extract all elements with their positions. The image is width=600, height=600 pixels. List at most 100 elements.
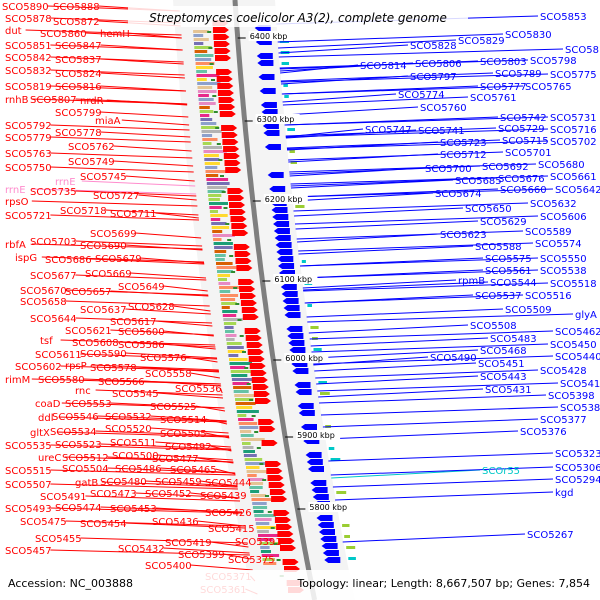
left-gene-label: SCO5492 <box>165 442 212 453</box>
misc-feature-tick <box>287 128 295 131</box>
feature-tick <box>236 410 259 413</box>
forward-gene-arrow <box>252 384 269 390</box>
forward-gene-arrow <box>267 475 284 481</box>
right-leader-line <box>319 394 547 404</box>
left-gene-label: SCO5454 <box>80 519 127 530</box>
misc-feature-tick <box>342 524 350 527</box>
left-gene-label: SCO5690 <box>80 241 127 252</box>
feature-tick <box>232 382 250 385</box>
left-leader-line <box>197 457 234 464</box>
left-gene-label: rpsP <box>65 361 87 372</box>
forward-gene-arrow <box>234 251 251 257</box>
feature-tick <box>212 234 235 237</box>
right-gene-label: SCO5701 <box>505 148 552 159</box>
position-dot <box>207 31 212 33</box>
forward-gene-arrow <box>225 167 242 173</box>
reverse-gene-arrow <box>284 312 301 318</box>
right-leader-line <box>315 369 539 379</box>
left-gene-label: SCO5473 <box>90 489 137 500</box>
left-gene-label: SCO5491 <box>40 492 87 503</box>
left-gene-label: SCO5686 <box>45 255 92 266</box>
reverse-gene-arrow <box>283 305 300 311</box>
left-leader-line <box>50 549 250 556</box>
feature-tick <box>246 466 260 469</box>
feature-tick <box>197 82 221 85</box>
left-gene-label: SCO5566 <box>98 377 145 388</box>
position-dot <box>273 543 278 545</box>
left-leader-line <box>157 392 224 399</box>
kbp-label-background <box>284 353 329 363</box>
right-gene-label: SCO5676 <box>498 174 545 185</box>
feature-tick <box>197 90 217 93</box>
left-gene-label: SCO5669 <box>85 269 132 280</box>
forward-gene-arrow <box>253 391 270 397</box>
right-gene-label: SCO5509 <box>505 305 552 316</box>
reverse-gene-arrow <box>271 207 288 213</box>
right-gene-label: SCO5376 <box>520 427 567 438</box>
feature-tick <box>257 530 269 533</box>
feature-tick <box>196 70 207 73</box>
right-leader-line <box>293 202 529 212</box>
left-gene-label: SCO5617 <box>110 317 157 328</box>
left-leader-line <box>145 480 238 487</box>
right-gene-label: SCO5814 <box>360 61 407 72</box>
left-leader-line <box>150 415 227 422</box>
right-gene-label: SCO5574 <box>535 239 582 250</box>
right-leader-line <box>301 269 539 279</box>
right-leader-line <box>290 177 497 187</box>
forward-gene-arrow <box>219 111 236 117</box>
right-leader-line <box>286 139 501 149</box>
feature-tick <box>235 402 256 405</box>
forward-gene-arrow <box>212 27 229 33</box>
right-gene-label: kgd <box>555 488 574 499</box>
right-gene-label: SCO5450 <box>550 340 597 351</box>
feature-tick <box>203 146 222 149</box>
left-leader-line <box>219 387 223 394</box>
position-dot <box>254 431 259 433</box>
feature-tick <box>253 510 264 513</box>
feature-tick <box>223 318 243 321</box>
feature-tick <box>196 74 220 77</box>
left-gene-label: SCO5677 <box>30 271 77 282</box>
right-leader-line <box>332 478 554 488</box>
feature-tick <box>214 250 227 253</box>
reverse-gene-arrow <box>317 522 334 528</box>
feature-tick <box>237 414 247 417</box>
left-gene-label: SCO5679 <box>95 254 142 265</box>
left-leader-line <box>155 320 213 327</box>
forward-gene-arrow <box>213 41 230 47</box>
topology-text: Topology: linear; Length: 8,667,507 bp; … <box>296 577 590 590</box>
feature-tick <box>248 482 264 485</box>
left-leader-line <box>173 305 211 312</box>
left-gene-label: SCO5779 <box>5 133 52 144</box>
left-leader-line <box>85 32 182 39</box>
feature-tick <box>194 46 212 49</box>
left-gene-label: SCO5611 <box>35 350 82 361</box>
feature-tick <box>250 490 260 493</box>
left-gene-label: ddl <box>38 413 53 424</box>
feature-tick <box>227 350 245 353</box>
position-dot <box>216 143 221 145</box>
left-leader-line <box>31 200 198 207</box>
kbp-scale-marks: 6400 kbp 6300 kbp 6200 kbp 6100 kbp 6000 kbp… <box>206 15 353 577</box>
left-gene-label: SCO5750 <box>5 163 52 174</box>
left-leader-line <box>130 272 207 279</box>
label-leader-lines <box>25 5 574 595</box>
feature-tick <box>208 198 220 201</box>
forward-gene-arrow <box>216 76 233 82</box>
left-gene-label: SCO5536 <box>175 384 222 395</box>
left-gene-label: SCO5832 <box>5 66 52 77</box>
left-gene-label: SCO5455 <box>35 534 82 545</box>
right-gene-label: SCO5588 <box>475 242 522 253</box>
left-leader-line <box>65 300 210 307</box>
left-gene-label: SCO5465 <box>170 465 217 476</box>
feature-tick <box>255 518 272 521</box>
right-gene-label: SCO5830 <box>505 30 552 41</box>
forward-gene-arrow <box>278 538 295 544</box>
feature-tick <box>225 334 237 337</box>
right-gene-label: SCO5798 <box>530 56 577 67</box>
feature-tick <box>245 462 267 465</box>
position-dot <box>242 351 246 353</box>
position-dot <box>259 463 264 465</box>
